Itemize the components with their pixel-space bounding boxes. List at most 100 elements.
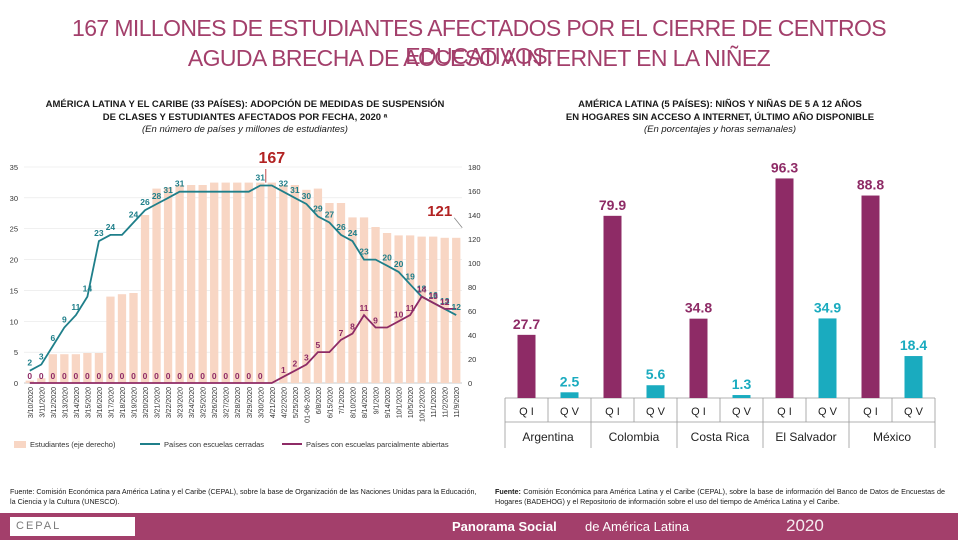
- partial-point-label: 0: [62, 371, 67, 381]
- student-bar: [279, 185, 288, 383]
- partial-point-label: 8: [350, 322, 355, 332]
- partial-point-label: 0: [154, 371, 159, 381]
- bar-value-label: 1.3: [732, 376, 752, 392]
- partial-point-label: 1: [281, 365, 286, 375]
- partial-point-label: 0: [131, 371, 136, 381]
- student-bar: [198, 185, 207, 383]
- partial-point-label: 0: [246, 371, 251, 381]
- partial-point-label: 0: [85, 371, 90, 381]
- x-date-label: 3/10/2020: [28, 387, 35, 418]
- closed-point-label: 24: [129, 210, 139, 220]
- y-right-tick-label: 160: [468, 187, 481, 196]
- partial-point-label: 2: [293, 359, 298, 369]
- quintile-label: Q V: [732, 406, 752, 418]
- legend-students-label: Estudiantes (eje derecho): [30, 440, 116, 449]
- y-right-tick-label: 60: [468, 307, 476, 316]
- last-callout-line: [453, 217, 463, 229]
- student-bar: [25, 380, 34, 383]
- right-chart-source: Fuente: Comisión Económica para América …: [495, 487, 945, 507]
- x-date-label: 3/28/2020: [235, 387, 242, 418]
- x-date-label: 8/14/2020: [362, 387, 369, 418]
- bar-value-label: 27.7: [513, 316, 540, 332]
- y-right-tick-label: 80: [468, 283, 476, 292]
- y-left-tick-label: 25: [10, 225, 18, 234]
- x-date-label: 3/29/2020: [247, 387, 254, 418]
- closed-point-label: 14: [83, 284, 93, 294]
- bar-value-label: 5.6: [646, 366, 666, 382]
- bar-q5: [904, 356, 923, 398]
- partial-point-label: 11: [406, 303, 415, 313]
- student-bar: [210, 182, 219, 383]
- x-date-label: 3/22/2020: [166, 387, 173, 418]
- partial-point-label: 0: [223, 371, 228, 381]
- x-date-label: 11/2/2020: [443, 387, 450, 418]
- right-chart-title-line2: EN HOGARES SIN ACCESO A INTERNET, ÚLTIMO…: [565, 112, 875, 123]
- student-bar: [290, 185, 300, 383]
- y-right-tick-label: 100: [468, 259, 481, 268]
- bar-q5: [818, 318, 837, 398]
- page-title-line1: 167 MILLONES DE ESTUDIANTES AFECTADOS PO…: [72, 15, 887, 69]
- closed-point-label: 20: [382, 253, 392, 263]
- cepal-logo: CEPAL: [10, 517, 135, 536]
- quintile-label: Q I: [691, 406, 706, 418]
- x-date-label: 3/12/2020: [51, 387, 58, 418]
- partial-point-label: 0: [143, 371, 148, 381]
- bar-value-label: 18.4: [900, 337, 927, 353]
- y-right-tick-label: 0: [468, 379, 472, 388]
- footer-brand-rest: de América Latina: [585, 519, 690, 534]
- partial-point-label: 0: [200, 371, 205, 381]
- quintile-label: Q I: [519, 406, 534, 418]
- partially-open-line: [29, 295, 457, 384]
- student-bar: [129, 293, 138, 383]
- bar-q1: [775, 178, 794, 398]
- x-date-label: 10/5/2020: [408, 387, 415, 418]
- closed-point-label: 2: [27, 358, 32, 368]
- partial-point-label: 0: [189, 371, 194, 381]
- partial-point-label: 0: [97, 371, 102, 381]
- x-date-label: 3/16/2020: [97, 387, 104, 418]
- student-bar: [175, 185, 184, 383]
- partial-point-label: 14: [417, 285, 427, 295]
- closed-point-label: 31: [290, 185, 300, 195]
- partial-point-label: 0: [235, 371, 240, 381]
- closed-point-label: 20: [394, 259, 404, 269]
- y-right-tick-label: 180: [468, 163, 481, 172]
- partial-point-label: 0: [258, 371, 263, 381]
- y-right-tick-label: 120: [468, 235, 481, 244]
- partial-point-label: 0: [74, 371, 79, 381]
- partial-point-label: 7: [339, 328, 344, 338]
- closed-point-label: 23: [359, 247, 369, 257]
- quintile-label: Q V: [646, 406, 666, 418]
- x-date-label: 3/24/2020: [189, 387, 196, 418]
- partial-point-label: 0: [50, 371, 55, 381]
- x-date-label: 3/17/2020: [108, 387, 115, 418]
- student-bar: [382, 233, 392, 383]
- closed-point-label: 3: [39, 351, 44, 361]
- right-chart-subtitle: (En porcentajes y horas semanales): [643, 124, 797, 135]
- student-bar: [440, 237, 449, 383]
- student-bar: [371, 227, 380, 383]
- partial-point-label: 12: [440, 297, 450, 307]
- y-left-tick-label: 0: [14, 379, 18, 388]
- student-bar: [117, 294, 127, 383]
- country-label: Argentina: [522, 430, 574, 444]
- bar-value-label: 96.3: [771, 159, 798, 175]
- student-bar: [302, 189, 311, 383]
- left-chart-title-line1: AMÉRICA LATINA Y EL CARIBE (33 PAÍSES): …: [45, 99, 445, 110]
- student-bar: [60, 354, 69, 383]
- x-date-label: 3/25/2020: [201, 387, 208, 418]
- student-bar: [336, 203, 346, 383]
- student-bar: [417, 236, 426, 383]
- closed-point-label: 27: [325, 210, 335, 220]
- bar-q5: [560, 392, 579, 398]
- closed-point-label: 31: [175, 179, 185, 189]
- closed-point-label: 26: [140, 197, 150, 207]
- x-date-label: 8/10/2020: [351, 387, 358, 418]
- country-label: Costa Rica: [691, 430, 750, 444]
- partial-point-label: 11: [360, 303, 369, 313]
- student-bar: [71, 354, 81, 383]
- closed-point-label: 6: [50, 333, 55, 343]
- closed-point-label: 29: [313, 203, 323, 213]
- closed-point-label: 30: [302, 191, 312, 201]
- last-students-callout: 121: [427, 203, 452, 220]
